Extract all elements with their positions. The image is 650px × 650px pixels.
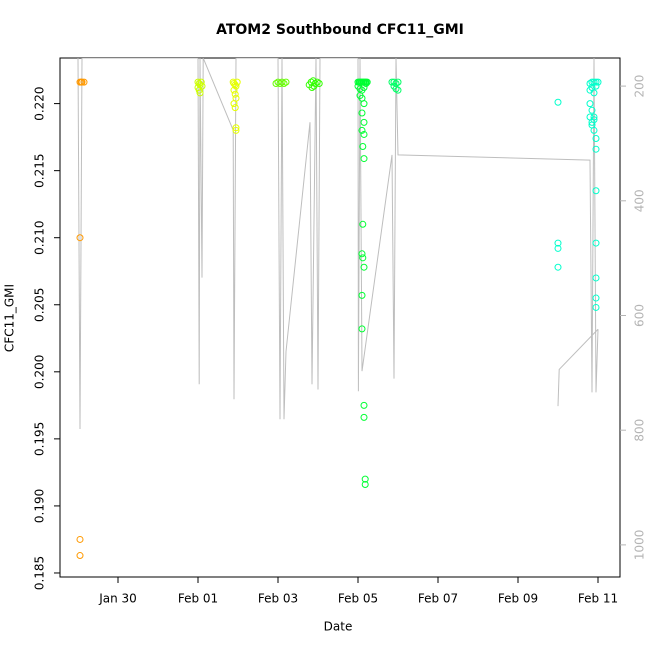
data-point	[588, 106, 596, 114]
x-tick-label: Feb 03	[258, 592, 298, 606]
data-point	[361, 475, 369, 483]
altitude-line	[77, 58, 599, 430]
data-point	[76, 535, 84, 543]
data-point	[592, 187, 600, 195]
data-point	[360, 130, 368, 138]
data-point	[592, 78, 600, 86]
data-point	[231, 104, 239, 112]
data-point	[554, 98, 562, 106]
data-point	[280, 79, 288, 87]
data-point	[592, 145, 600, 153]
y2-tick-label: 400	[633, 189, 647, 212]
data-point	[592, 274, 600, 282]
data-point	[592, 239, 600, 247]
data-point	[392, 85, 400, 93]
data-point	[359, 143, 367, 151]
data-point	[358, 109, 366, 117]
data-point	[310, 82, 318, 90]
data-point	[554, 263, 562, 271]
y-tick-label: 0.210	[33, 221, 47, 255]
y-tick-label: 0.195	[33, 422, 47, 456]
chart-title: ATOM2 Southbound CFC11_GMI	[216, 22, 464, 38]
data-point	[197, 78, 205, 86]
data-point	[232, 82, 240, 90]
data-point	[554, 239, 562, 247]
data-point	[359, 220, 367, 228]
data-point	[554, 244, 562, 252]
x-axis-label: Date	[324, 620, 353, 634]
data-point	[360, 84, 368, 92]
x-tick-label: Feb 01	[178, 592, 218, 606]
data-point	[586, 100, 594, 108]
altitude-line	[557, 328, 599, 407]
data-point	[592, 82, 600, 90]
data-point	[76, 234, 84, 242]
x-tick-label: Feb 07	[418, 592, 458, 606]
y-tick-label: 0.220	[33, 86, 47, 120]
data-point	[232, 124, 240, 132]
data-point	[363, 78, 371, 86]
data-point	[592, 134, 600, 142]
data-point	[360, 118, 368, 126]
data-point	[232, 126, 240, 134]
data-point	[361, 480, 369, 488]
data-point	[360, 155, 368, 163]
x-tick-label: Feb 09	[498, 592, 538, 606]
data-point	[360, 263, 368, 271]
data-point	[360, 413, 368, 421]
data-point	[362, 79, 370, 87]
y2-tick-label: 800	[633, 419, 647, 442]
data-point	[77, 78, 85, 86]
data-point	[390, 78, 398, 86]
data-point	[590, 126, 598, 134]
y2-tick-label: 200	[633, 75, 647, 98]
data-point	[231, 90, 239, 98]
data-point	[233, 78, 241, 86]
data-point	[308, 84, 316, 92]
data-point	[358, 126, 366, 134]
y-tick-label: 0.215	[33, 153, 47, 187]
data-point	[358, 325, 366, 333]
y-tick-label: 0.205	[33, 288, 47, 322]
x-tick-label: Feb 05	[338, 592, 378, 606]
y-tick-label: 0.190	[33, 489, 47, 523]
data-point	[590, 89, 598, 97]
data-point	[80, 78, 88, 86]
data-point	[282, 78, 290, 86]
plot-area	[77, 58, 599, 430]
y2-tick-label: 1000	[633, 530, 647, 561]
data-point	[594, 78, 602, 86]
data-point	[230, 100, 238, 108]
data-point	[358, 291, 366, 299]
data-point	[592, 303, 600, 311]
data-point	[356, 85, 364, 93]
y-tick-label: 0.185	[33, 556, 47, 590]
x-tick-label: Feb 11	[578, 592, 618, 606]
data-point	[76, 552, 84, 560]
data-point	[394, 78, 402, 86]
y2-tick-label: 600	[633, 304, 647, 327]
x-tick-label: Jan 30	[98, 592, 137, 606]
data-point	[360, 100, 368, 108]
y-tick-label: 0.200	[33, 355, 47, 389]
data-point	[194, 84, 202, 92]
data-point	[360, 401, 368, 409]
data-point	[394, 86, 402, 94]
data-point	[278, 78, 286, 86]
data-point	[592, 294, 600, 302]
data-point	[358, 250, 366, 258]
data-point	[230, 86, 238, 94]
y-axis-label: CFC11_GMI	[3, 284, 17, 352]
data-point	[359, 254, 367, 262]
